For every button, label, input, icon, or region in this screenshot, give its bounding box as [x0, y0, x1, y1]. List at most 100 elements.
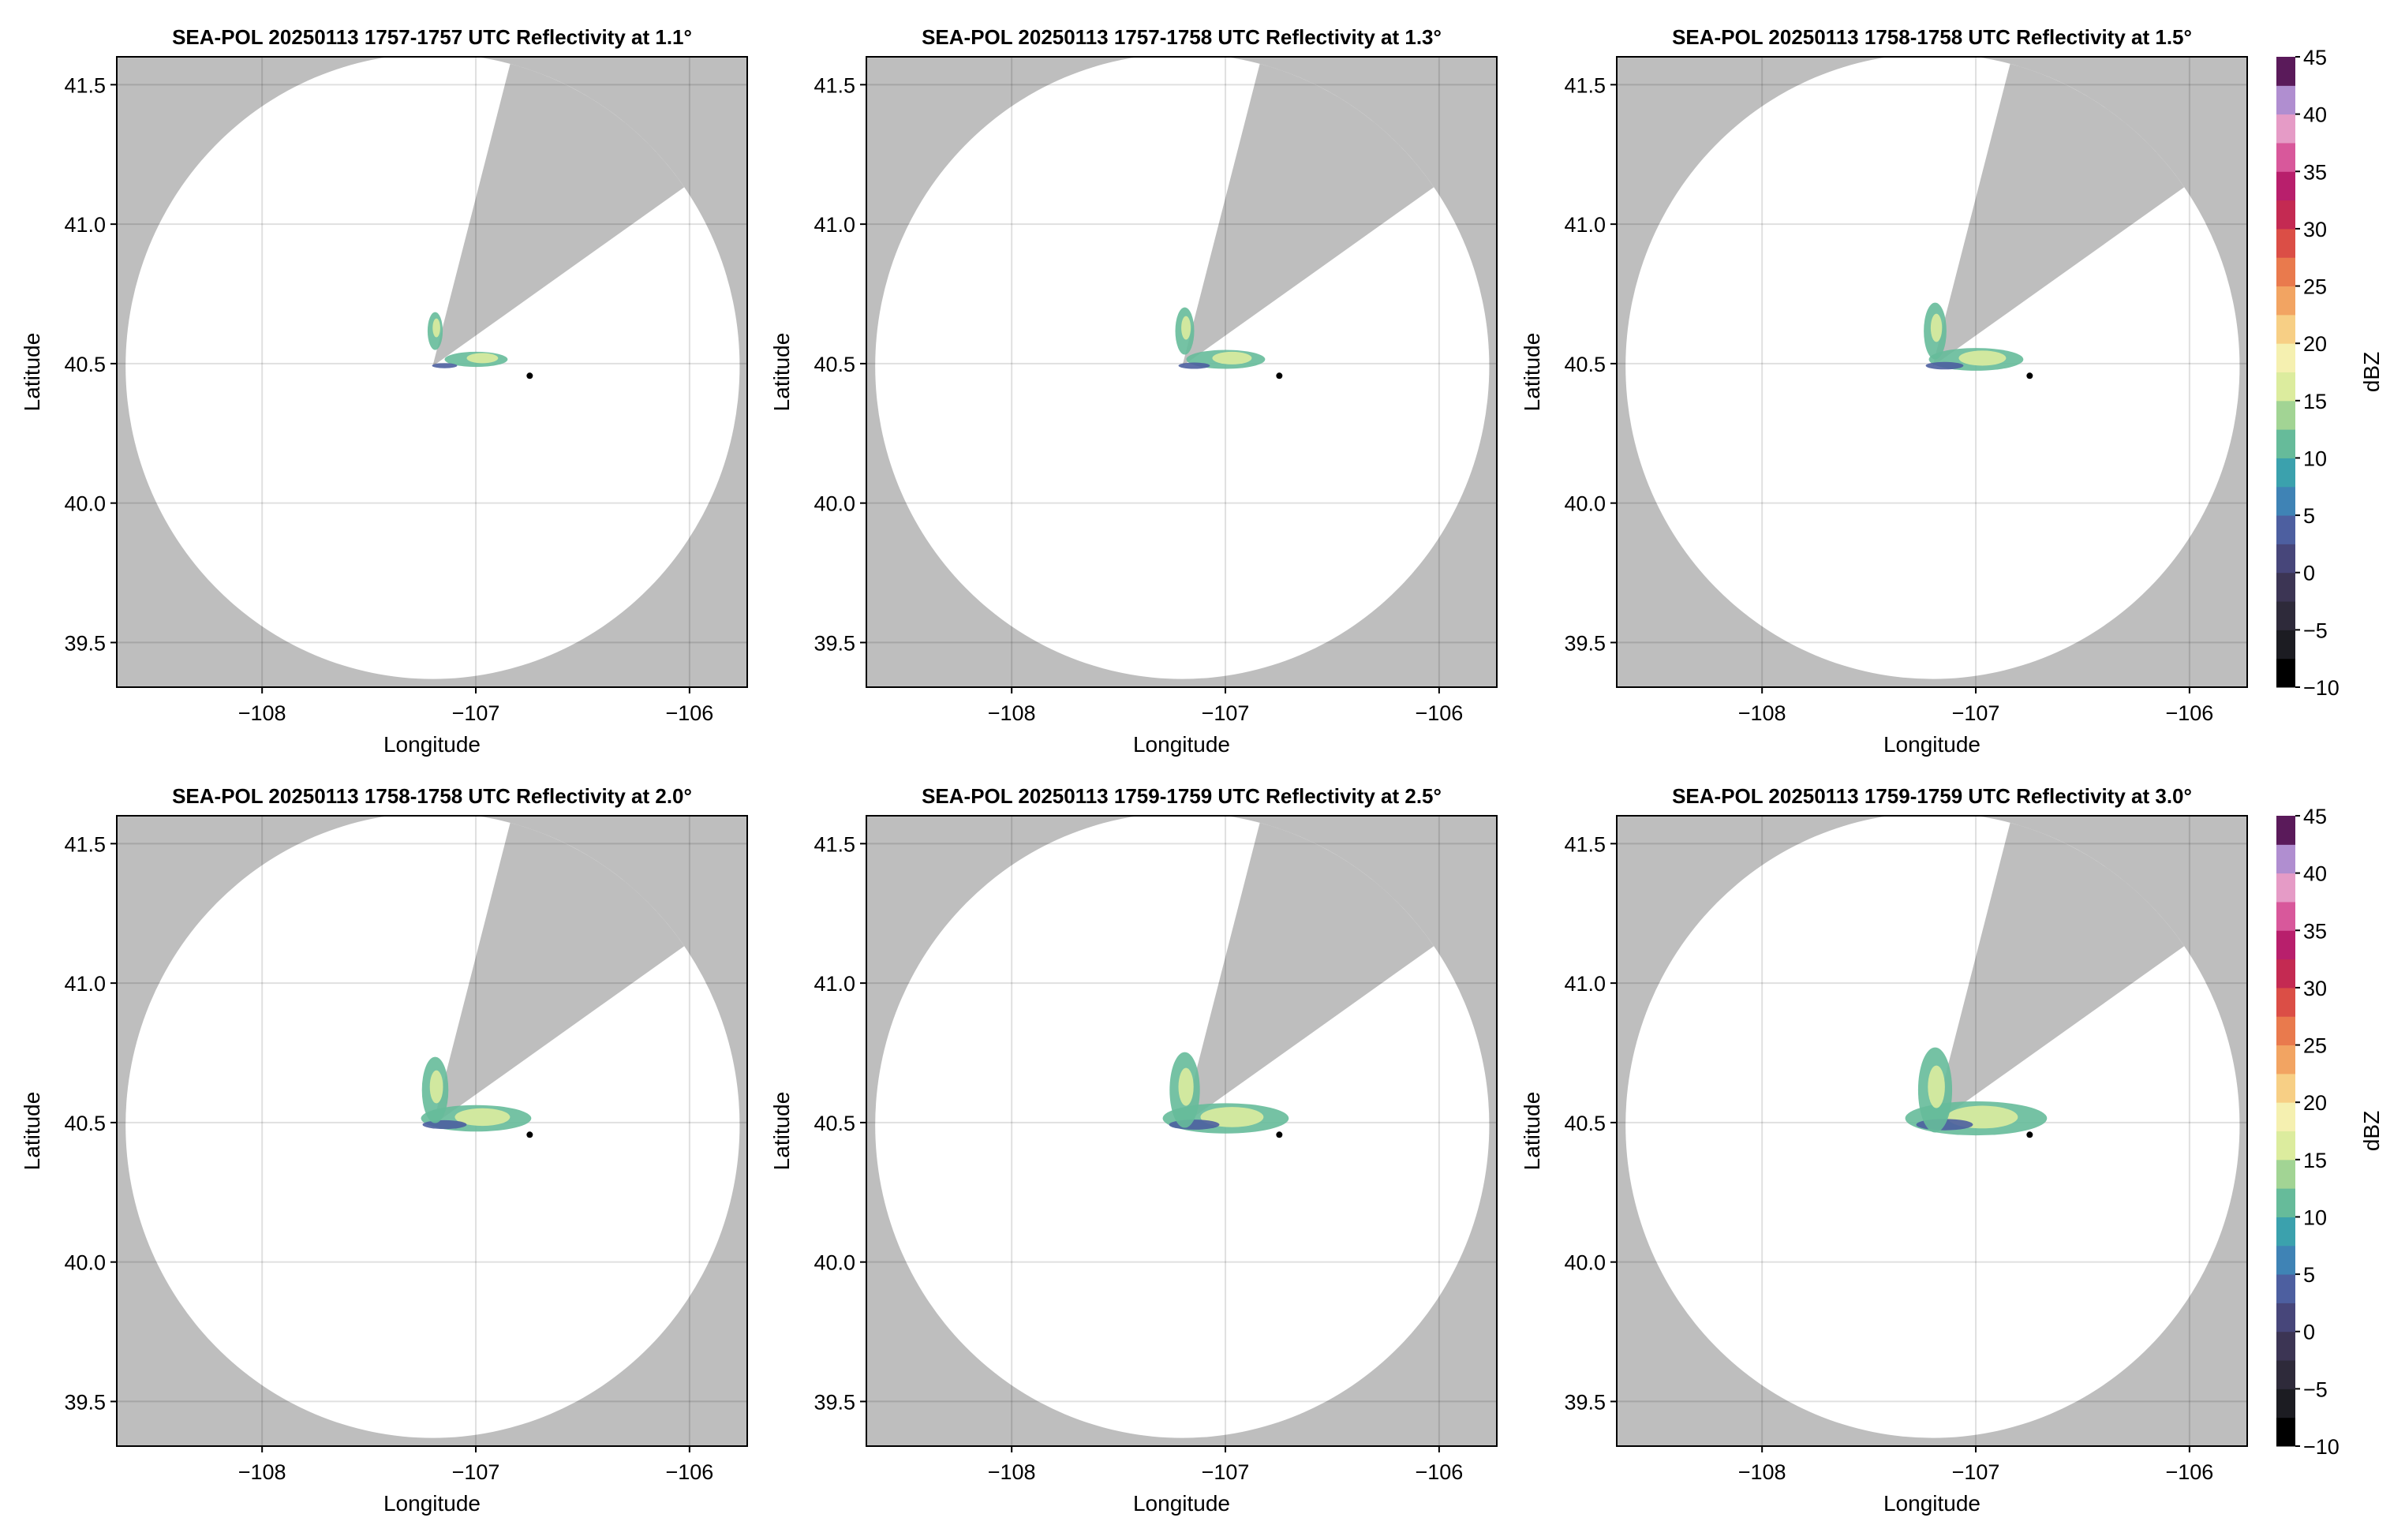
colorbar-band	[2276, 114, 2295, 144]
x-axis-label: Longitude	[1133, 1491, 1230, 1516]
y-tick-label: 39.5	[814, 631, 855, 655]
y-tick-label: 40.5	[64, 353, 106, 376]
radar-site	[2026, 372, 2033, 379]
y-tick-label: 41.5	[814, 832, 855, 856]
axes-frame	[866, 56, 1498, 688]
radar-site	[526, 1131, 533, 1138]
plot-area	[117, 57, 747, 687]
colorbar-band	[2276, 57, 2295, 86]
echo	[1200, 1107, 1264, 1127]
chart-title: SEA-POL 20250113 1757-1757 UTC Reflectiv…	[172, 25, 692, 49]
colorbar-band	[2276, 816, 2295, 845]
echo	[1958, 350, 2007, 366]
colorbar-band	[2276, 171, 2295, 201]
colorbar-band	[2276, 372, 2295, 402]
chart-title: SEA-POL 20250113 1759-1759 UTC Reflectiv…	[922, 784, 1442, 808]
colorbar-band	[2276, 930, 2295, 960]
y-tick-label: 40.5	[1564, 353, 1606, 376]
x-tick-label: −108	[238, 701, 286, 725]
x-tick-label: −107	[1952, 1460, 2000, 1484]
echo	[466, 353, 499, 364]
colorbar-band	[2276, 901, 2295, 931]
colorbar-band	[2276, 257, 2295, 287]
y-axis-label: Latitude	[769, 1092, 794, 1171]
x-tick-label: −108	[1738, 1460, 1786, 1484]
y-tick-label: 41.0	[814, 213, 855, 237]
x-tick-label: −106	[2165, 701, 2213, 725]
colorbar-tick-label: −10	[2303, 676, 2340, 700]
colorbar-band	[2276, 1245, 2295, 1275]
colorbar-band	[2276, 458, 2295, 488]
colorbar-tick-label: −10	[2303, 1435, 2340, 1459]
colorbar-tick-label: 5	[2303, 504, 2315, 528]
echo	[432, 318, 440, 338]
colorbar-band	[2276, 1188, 2295, 1217]
y-tick-label: 41.0	[1564, 972, 1606, 996]
colorbar-band	[2276, 228, 2295, 258]
beam-blockage	[1932, 822, 2185, 1126]
y-tick-label: 41.5	[1564, 73, 1606, 97]
y-axis-label: Latitude	[1520, 1092, 1544, 1171]
echo	[454, 1108, 511, 1127]
x-tick-label: −106	[1415, 1460, 1463, 1484]
panel: −108 −107 −106 39.5 40.0 40.5 41.0 41.5 SEA-POL …	[769, 25, 1498, 757]
echo	[1178, 362, 1210, 369]
echo	[1930, 313, 1943, 342]
colorbar-band	[2276, 544, 2295, 574]
beam-blockage	[1182, 63, 1434, 367]
x-tick-label: −107	[1202, 701, 1250, 725]
colorbar-band	[2276, 1360, 2295, 1389]
y-tick-label: 40.5	[1564, 1112, 1606, 1135]
colorbar-band	[2276, 142, 2295, 172]
axes-frame	[116, 56, 748, 688]
x-tick-label: −107	[1202, 1460, 1250, 1484]
y-tick-label: 41.5	[64, 832, 106, 856]
x-tick-label: −106	[665, 701, 713, 725]
colorbar-tick-label: 45	[2303, 46, 2327, 69]
x-axis-label: Longitude	[1883, 732, 1980, 757]
beam-blockage	[432, 822, 685, 1126]
y-tick-label: 40.0	[64, 492, 106, 516]
colorbar-tick-label: 10	[2303, 1205, 2327, 1229]
x-tick-label: −108	[1738, 701, 1786, 725]
y-tick-label: 41.0	[64, 972, 106, 996]
axes-frame	[1616, 56, 2248, 688]
echo	[1181, 316, 1191, 340]
y-tick-label: 41.5	[814, 73, 855, 97]
panel: −108 −107 −106 39.5 40.0 40.5 41.0 41.5 SEA-POL …	[769, 784, 1498, 1516]
colorbar-band	[2276, 1303, 2295, 1333]
colorbar-tick-label: −5	[2303, 1377, 2328, 1401]
plot-area	[1617, 816, 2247, 1446]
panel: −108 −107 −106 39.5 40.0 40.5 41.0 41.5 SEA-POL …	[1520, 784, 2384, 1516]
axes-frame	[866, 815, 1498, 1447]
colorbar-band	[2276, 200, 2295, 230]
colorbar-tick-label: 5	[2303, 1263, 2315, 1287]
colorbar-band	[2276, 486, 2295, 516]
colorbar-band	[2276, 1159, 2295, 1189]
echo	[429, 1070, 443, 1104]
y-tick-label: 39.5	[814, 1390, 855, 1414]
colorbar-tick-label: 30	[2303, 218, 2327, 241]
radar-site	[1276, 1131, 1283, 1138]
y-tick-label: 40.0	[814, 1251, 855, 1275]
colorbar-tick-label: 10	[2303, 447, 2327, 470]
colorbar-band	[2276, 630, 2295, 660]
y-tick-label: 39.5	[1564, 631, 1606, 655]
colorbar-tick-label: 40	[2303, 103, 2327, 127]
colorbar-band	[2276, 1102, 2295, 1131]
x-tick-label: −108	[988, 701, 1036, 725]
colorbar-band	[2276, 1045, 2295, 1075]
y-tick-label: 41.0	[814, 972, 855, 996]
beam-blockage	[1932, 63, 2185, 367]
colorbar-band	[2276, 1417, 2295, 1447]
x-tick-label: −107	[452, 701, 500, 725]
colorbar-band	[2276, 343, 2295, 372]
chart-title: SEA-POL 20250113 1759-1759 UTC Reflectiv…	[1672, 784, 2192, 808]
colorbar-band	[2276, 1073, 2295, 1103]
colorbar-tick-label: 40	[2303, 862, 2327, 886]
colorbar-tick-label: −5	[2303, 619, 2328, 642]
panel: −108 −107 −106 39.5 40.0 40.5 41.0 41.5 SEA-POL …	[20, 784, 748, 1516]
echo	[1178, 1067, 1194, 1106]
